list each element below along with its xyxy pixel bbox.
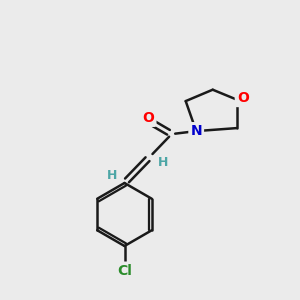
Text: H: H [158, 156, 168, 169]
Text: H: H [107, 169, 117, 182]
Text: Cl: Cl [117, 264, 132, 278]
Text: N: N [190, 124, 202, 138]
Text: O: O [237, 91, 249, 105]
Text: O: O [142, 111, 154, 125]
